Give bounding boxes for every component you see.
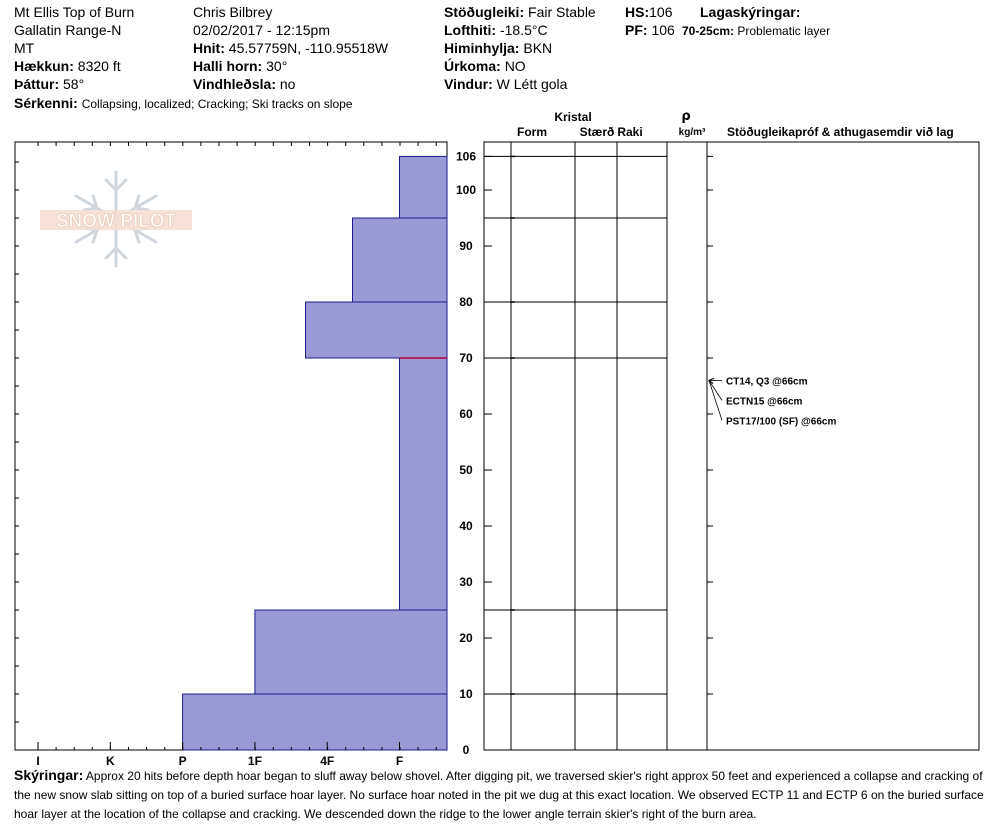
hardness-layer-bar-5 [182, 693, 448, 751]
test-arrow-head [708, 378, 715, 384]
form-header: Form [517, 125, 547, 139]
layer-notes-label: Lagaskýringar: [700, 3, 800, 21]
depth-tick-label: 80 [459, 295, 473, 309]
depth-tick-label: 0 [463, 743, 470, 757]
stability-value: Fair Stable [528, 4, 596, 20]
sky-label: Himinhylja: [444, 40, 520, 56]
hardness-layer-bar-0 [399, 155, 448, 219]
stability-test-label: CT14, Q3 @66cm [726, 376, 808, 387]
depth-tick-label: 100 [456, 183, 476, 197]
snow-pilot-logo-text: SNOW PILOT [56, 211, 177, 232]
wind-row: Vindur: W Létt gola [444, 75, 567, 93]
hs-label: HS: [625, 4, 650, 20]
aspect-row: Þáttur: 58° [14, 75, 84, 93]
depth-tick-label: 60 [459, 407, 473, 421]
air-temp-row: Lofthiti: -18.5°C [444, 21, 548, 39]
layer-grid-panel: 0 10 20 30 40 50 60 70 80 90 100 106 CT14, Q3 @66cm E… [456, 141, 980, 757]
hardness-tick-label: P [179, 754, 187, 768]
hardness-layer-bar-1 [352, 217, 448, 303]
hardness-tick-label: K [106, 754, 115, 768]
stability-test-label: PST17/100 (SF) @66cm [726, 416, 836, 427]
depth-tick-label: 20 [459, 631, 473, 645]
stability-row: Stöðugleiki: Fair Stable [444, 3, 596, 21]
pf-label: PF: [625, 22, 648, 38]
test-leader-line [708, 380, 723, 421]
hardness-tick-label: 1F [248, 754, 262, 768]
precip-value: NO [504, 58, 526, 74]
depth-tick-label: 10 [459, 687, 473, 701]
notes-section: Skýringar: Approx 20 hits before depth h… [14, 766, 994, 824]
precip-label: Úrkoma: [444, 58, 501, 74]
test-leader-line [708, 380, 723, 401]
hardness-tick-label: F [396, 754, 403, 768]
layer-grid-frame [483, 141, 980, 751]
snow-pilot-logo: SNOW PILOT [40, 170, 192, 268]
notes-label: Skýringar: [14, 767, 84, 783]
depth-tick-label: 40 [459, 519, 473, 533]
aspect-label: Þáttur: [14, 76, 60, 92]
depth-tick-label: 106 [456, 149, 476, 163]
elevation-row: Hækkun: 8320 ft [14, 57, 121, 75]
elevation-value: 8320 ft [77, 58, 121, 74]
coords-row: Hnit: 45.57759N, -110.95518W [193, 39, 388, 57]
state-name: MT [14, 40, 35, 56]
depth-tick-label: 70 [459, 351, 473, 365]
hardness-tick-label: 4F [320, 754, 334, 768]
hardness-layer-bar-3 [399, 357, 448, 611]
notes-text: Approx 20 hits before depth hoar began t… [14, 769, 984, 821]
wind-loading-value: no [279, 76, 296, 92]
depth-tick-label: 90 [459, 239, 473, 253]
precip-row: Úrkoma: NO [444, 57, 526, 75]
air-temp-value: -18.5°C [499, 22, 548, 38]
features-value: Collapsing, localized; Cracking; Ski tra… [81, 97, 353, 111]
slope-value: 30° [266, 58, 288, 74]
aspect-value: 58° [63, 76, 85, 92]
kristal-header: Kristal [554, 110, 591, 124]
layer-note-text: Problematic layer [737, 24, 831, 38]
slope-label: Halli horn: [193, 58, 263, 74]
hs-value: 106 [649, 4, 673, 20]
hardness-layer-bar-4 [254, 609, 448, 695]
range-name: Gallatin Range-N [14, 22, 122, 38]
stability-test-label: ECTN15 @66cm [726, 396, 803, 407]
wind-loading-label: Vindhleðsla: [193, 76, 276, 92]
stability-label: Stöðugleiki: [444, 4, 525, 20]
observer-name: Chris Bilbrey [193, 4, 273, 20]
wind-label: Vindur: [444, 76, 493, 92]
rho-header: ρ [681, 109, 690, 124]
wind-loading-row: Vindhleðsla: no [193, 75, 295, 93]
features-row: Sérkenni: Collapsing, localized; Crackin… [14, 94, 353, 113]
observation-datetime: 02/02/2017 - 12:15pm [193, 22, 330, 38]
location-name: Mt Ellis Top of Burn [14, 4, 135, 20]
features-label: Sérkenni: [14, 95, 78, 111]
size-header: Stærð [580, 125, 615, 139]
slope-row: Halli horn: 30° [193, 57, 287, 75]
sky-value: BKN [523, 40, 553, 56]
density-unit-header: kg/m³ [679, 127, 706, 138]
wind-value: W Létt gola [496, 76, 568, 92]
depth-tick-label: 30 [459, 575, 473, 589]
sky-row: Himinhylja: BKN [444, 39, 552, 57]
pf-value: 106 [651, 22, 675, 38]
hardness-plot: I K P 1F 4F F [14, 141, 448, 768]
layer-notes-label-text: Lagaskýringar: [700, 4, 801, 20]
hardness-layer-bar-2 [305, 301, 448, 359]
depth-tick-label: 50 [459, 463, 473, 477]
hs-row: HS:106 [625, 3, 672, 21]
pf-row: PF: 106 [625, 21, 675, 39]
layer-note-range: 70-25cm: [682, 24, 735, 38]
hardness-tick-label: I [36, 754, 39, 768]
layer-note-row: 70-25cm: Problematic layer [682, 22, 830, 40]
moisture-header: Raki [617, 125, 642, 139]
coords-value: 45.57759N, -110.95518W [228, 40, 389, 56]
coords-label: Hnit: [193, 40, 225, 56]
elevation-label: Hækkun: [14, 58, 74, 74]
air-temp-label: Lofthiti: [444, 22, 497, 38]
tests-header: Stöðugleikapróf & athugasemdir við lag [727, 125, 954, 139]
